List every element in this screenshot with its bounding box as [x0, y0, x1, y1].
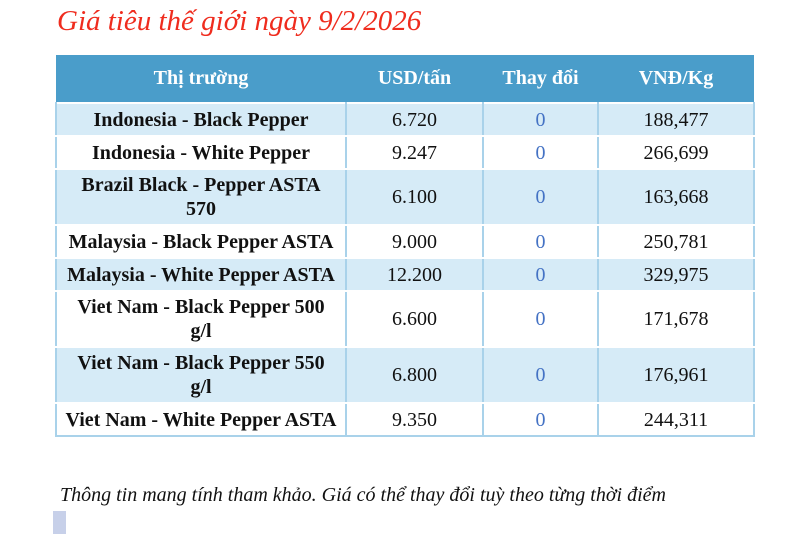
change-cell: 0 [482, 102, 599, 137]
market-cell: Viet Nam - White Pepper ASTA [55, 402, 347, 437]
usd-cell: 6.600 [345, 290, 484, 348]
col-header-vnd: VNĐ/Kg [598, 55, 754, 103]
usd-cell: 6.720 [345, 102, 484, 137]
vnd-cell: 329,975 [597, 257, 755, 292]
table-row: Brazil Black - Pepper ASTA 570 6.100 0 163,… [55, 168, 755, 226]
vnd-cell: 171,678 [597, 290, 755, 348]
table-row: Indonesia - Black Pepper 6.720 0 188,477 [55, 102, 755, 137]
usd-cell: 6.100 [345, 168, 484, 226]
price-table: Thị trường USD/tấn Thay đổi VNĐ/Kg Indon… [55, 55, 755, 437]
change-cell: 0 [482, 135, 599, 170]
vnd-cell: 266,699 [597, 135, 755, 170]
col-header-usd: USD/tấn [346, 55, 483, 103]
vnd-cell: 188,477 [597, 102, 755, 137]
disclaimer-note: Thông tin mang tính tham khảo. Giá có th… [60, 484, 666, 506]
market-cell: Brazil Black - Pepper ASTA 570 [55, 168, 347, 226]
change-cell: 0 [482, 402, 599, 437]
market-cell: Malaysia - White Pepper ASTA [55, 257, 347, 292]
table-row: Viet Nam - Black Pepper 500 g/l 6.600 0 171… [55, 290, 755, 348]
usd-cell: 9.247 [345, 135, 484, 170]
table-row: Malaysia - White Pepper ASTA 12.200 0 329,9… [55, 257, 755, 292]
usd-cell: 9.000 [345, 224, 484, 259]
change-cell: 0 [482, 346, 599, 404]
vnd-cell: 176,961 [597, 346, 755, 404]
usd-cell: 12.200 [345, 257, 484, 292]
market-cell: Indonesia - Black Pepper [55, 102, 347, 137]
table-row: Viet Nam - White Pepper ASTA 9.350 0 244,31… [55, 402, 755, 437]
market-cell: Malaysia - Black Pepper ASTA [55, 224, 347, 259]
market-cell: Indonesia - White Pepper [55, 135, 347, 170]
col-header-market: Thị trường [56, 55, 346, 103]
table-header-row: Thị trường USD/tấn Thay đổi VNĐ/Kg [56, 55, 754, 103]
change-cell: 0 [482, 290, 599, 348]
usd-cell: 9.350 [345, 402, 484, 437]
change-cell: 0 [482, 224, 599, 259]
vnd-cell: 244,311 [597, 402, 755, 437]
vnd-cell: 163,668 [597, 168, 755, 226]
col-header-change: Thay đổi [483, 55, 598, 103]
change-cell: 0 [482, 168, 599, 226]
change-cell: 0 [482, 257, 599, 292]
market-cell: Viet Nam - Black Pepper 500 g/l [55, 290, 347, 348]
usd-cell: 6.800 [345, 346, 484, 404]
vnd-cell: 250,781 [597, 224, 755, 259]
table-row: Viet Nam - Black Pepper 550 g/l 6.800 0 176… [55, 346, 755, 404]
cursor-artifact [53, 511, 66, 534]
page-title: Giá tiêu thế giới ngày 9/2/2026 [57, 5, 422, 37]
market-cell: Viet Nam - Black Pepper 550 g/l [55, 346, 347, 404]
table-row: Malaysia - Black Pepper ASTA 9.000 0 250,78… [55, 224, 755, 259]
table-row: Indonesia - White Pepper 9.247 0 266,699 [55, 135, 755, 170]
table-body: Indonesia - Black Pepper 6.720 0 188,477 Ind… [55, 102, 755, 437]
